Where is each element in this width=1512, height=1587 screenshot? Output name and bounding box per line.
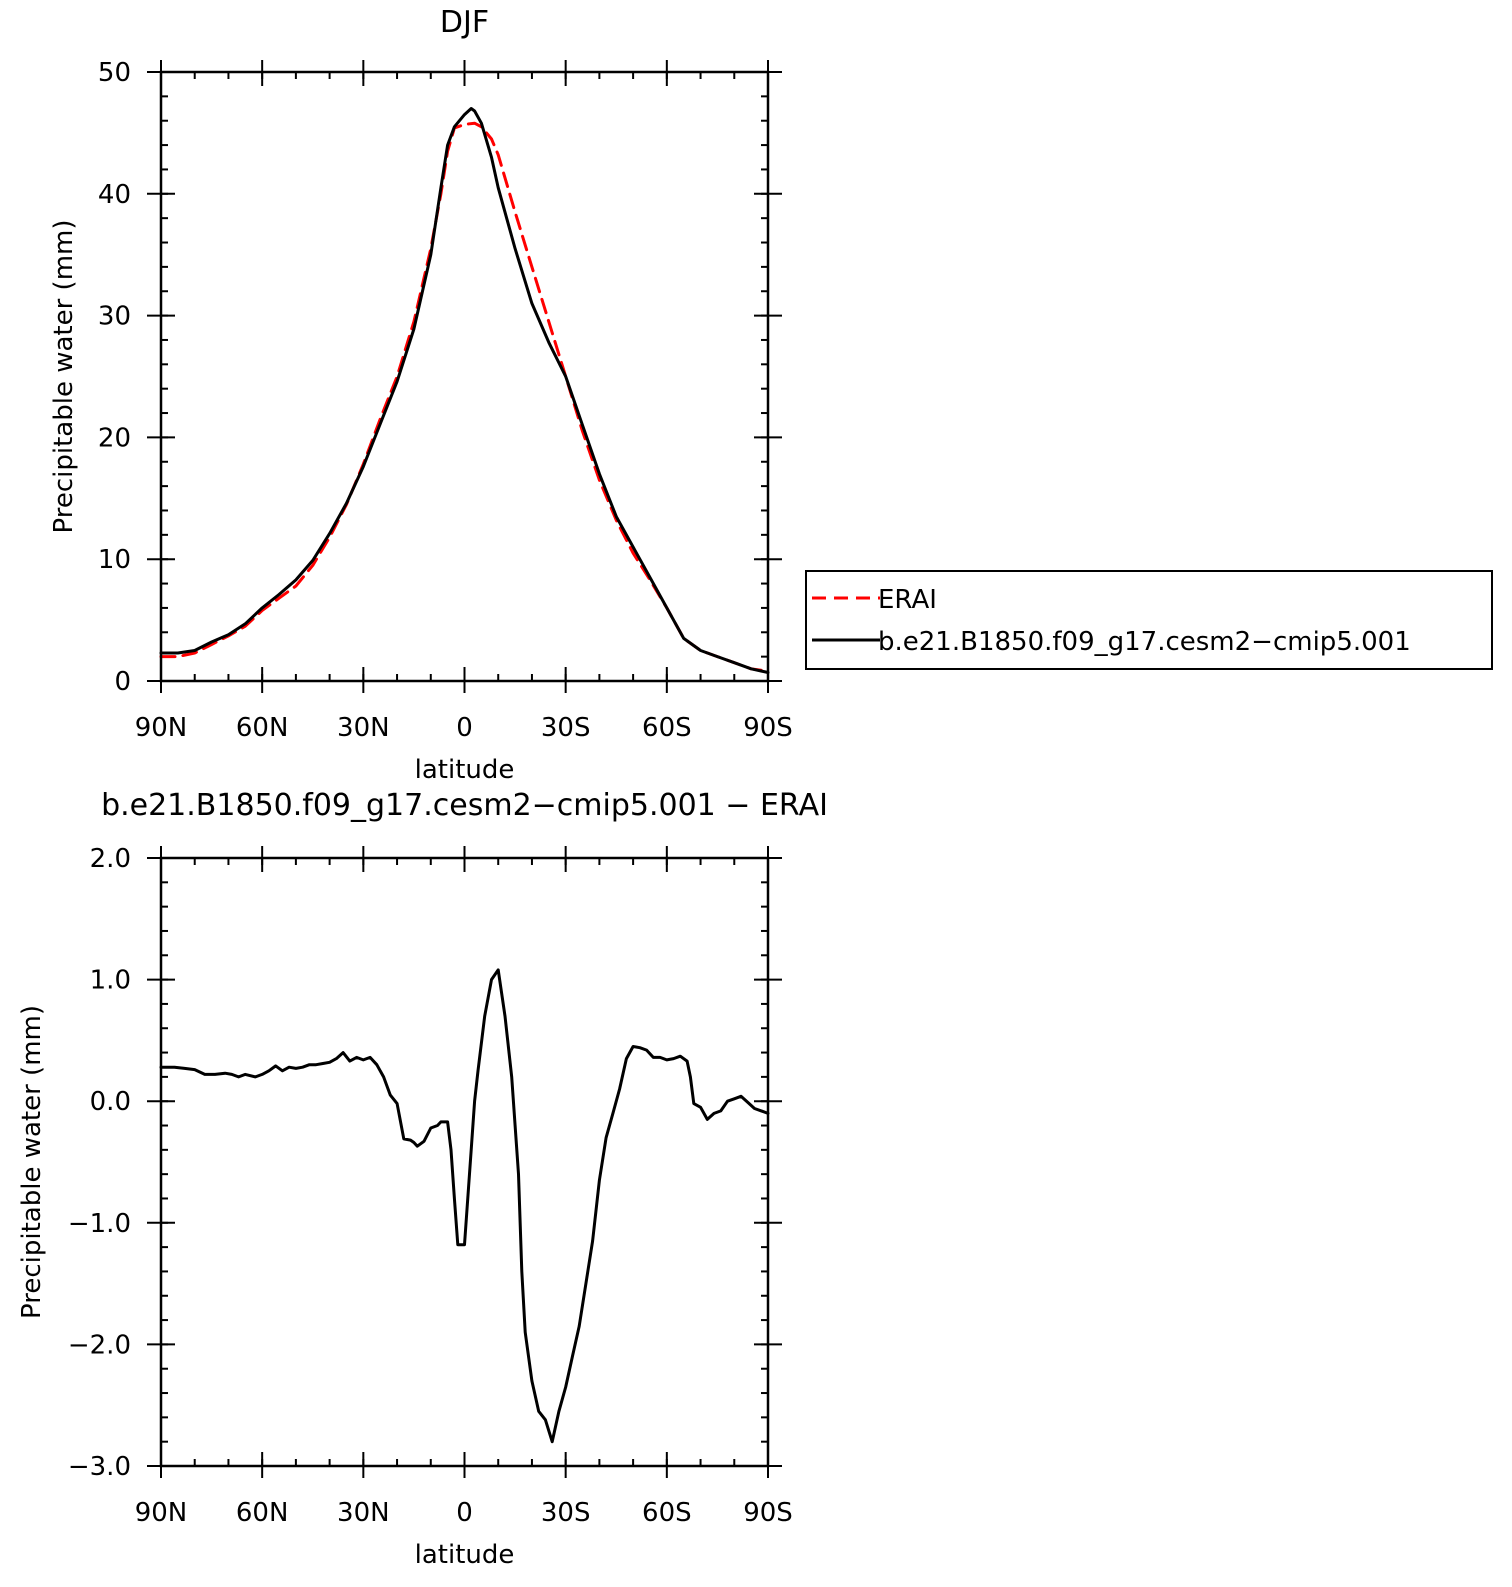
chart-panel-1: DJF 90N 60N 30N 0 30S 60S 90S 0 10 20 30 40 50 latitud…	[49, 5, 1493, 785]
x-tick-label: 0	[456, 713, 473, 743]
legend-box	[805, 570, 1493, 670]
series-line-2	[159, 107, 770, 674]
x-tick-label: 30N	[337, 1498, 390, 1528]
y-tick-label: 0	[114, 667, 131, 697]
x-tick-label: 30S	[541, 1498, 591, 1528]
y-tick-label: 0.0	[90, 1087, 131, 1117]
legend-label-2: b.e21.B1850.f09_g17.cesm2−cmip5.001	[878, 627, 1411, 657]
y-tick-label: −3.0	[68, 1452, 131, 1482]
tick-marks	[147, 60, 782, 693]
x-axis-label: latitude	[415, 755, 515, 785]
y-tick-label: 30	[98, 302, 131, 332]
series-line-1	[159, 121, 770, 673]
x-tick-label: 60N	[236, 1498, 289, 1528]
y-axis-label: Precipitable water (mm)	[49, 220, 79, 534]
x-axis-label: latitude	[415, 1540, 515, 1570]
y-tick-label: 1.0	[90, 966, 131, 996]
y-tick-label: 10	[98, 545, 131, 575]
y-tick-label: −1.0	[68, 1209, 131, 1239]
legend: ERAI b.e21.B1850.f09_g17.cesm2−cmip5.001	[805, 570, 1493, 670]
x-tick-label: 0	[456, 1498, 473, 1528]
x-tick-label: 90S	[743, 713, 793, 743]
series-line-1	[159, 968, 770, 1444]
y-tick-label: 2.0	[90, 844, 131, 874]
x-tick-label: 90N	[135, 713, 188, 743]
x-tick-label: 90N	[135, 1498, 188, 1528]
plot-frame	[159, 856, 770, 1468]
y-tick-label: −2.0	[68, 1330, 131, 1360]
legend-label-1: ERAI	[878, 585, 937, 615]
x-tick-label: 60N	[236, 713, 289, 743]
chart-panel-2: b.e21.B1850.f09_g17.cesm2−cmip5.001 − ER…	[17, 788, 828, 1570]
y-tick-label: 50	[98, 58, 131, 88]
y-tick-label: 40	[98, 180, 131, 210]
x-tick-label: 60S	[642, 1498, 692, 1528]
x-tick-label: 30S	[541, 713, 591, 743]
plot-frame	[159, 70, 770, 683]
chart-title: b.e21.B1850.f09_g17.cesm2−cmip5.001 − ER…	[101, 788, 828, 823]
y-tick-label: 20	[98, 423, 131, 453]
x-tick-label: 60S	[642, 713, 692, 743]
chart-title: DJF	[440, 5, 489, 40]
x-tick-label: 30N	[337, 713, 390, 743]
y-axis-label: Precipitable water (mm)	[17, 1005, 47, 1319]
x-tick-label: 90S	[743, 1498, 793, 1528]
tick-marks	[147, 846, 782, 1478]
